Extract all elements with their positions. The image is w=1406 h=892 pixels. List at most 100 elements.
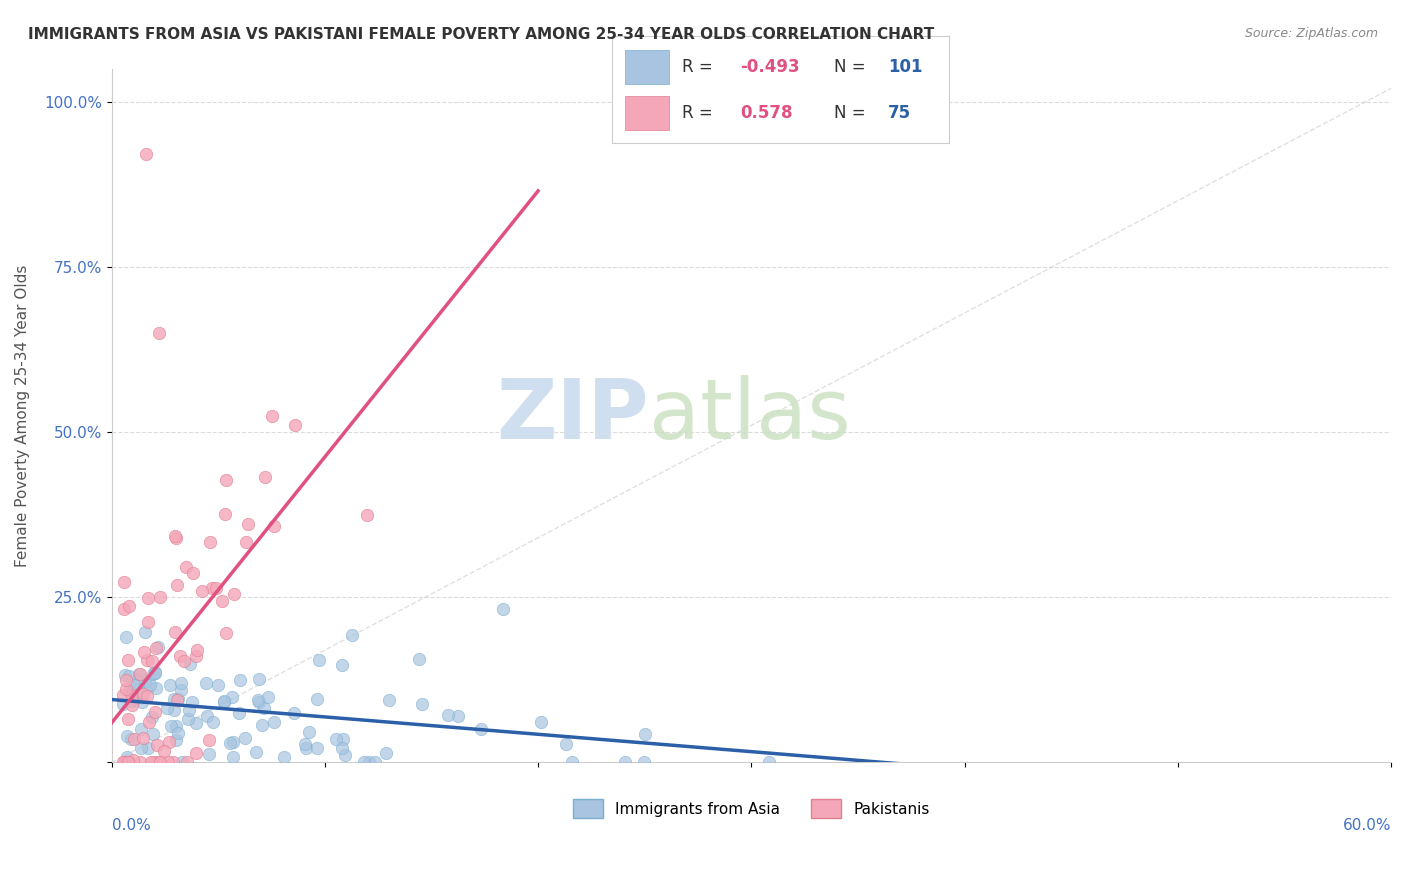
Point [145,681,167,696]
Point [408,652,430,666]
Point [437,708,460,723]
Point [247,694,270,708]
Point [118,599,141,613]
Point [614,756,637,770]
Point [120,732,142,747]
Point [228,706,250,720]
Point [332,740,354,755]
Point [118,668,141,682]
Point [156,756,179,770]
Point [173,654,195,668]
Point [127,673,149,687]
Point [186,746,208,760]
Point [131,695,153,709]
Point [115,750,138,764]
Point [174,560,197,574]
Point [165,531,187,545]
Point [170,676,193,690]
Point [132,687,155,701]
Point [138,591,160,605]
Point [214,508,236,522]
Point [340,627,363,641]
Point [134,645,156,659]
Point [114,602,136,616]
Point [333,747,356,762]
Point [263,715,285,730]
Point [167,692,190,706]
Point [172,756,194,770]
Point [112,756,135,770]
Point [121,688,143,702]
Point [129,723,152,737]
Point [136,689,159,703]
Point [125,681,148,696]
Point [634,727,657,741]
Point [132,731,155,746]
Point [143,705,166,719]
Point [308,653,330,667]
Point [159,678,181,692]
Point [236,516,259,531]
Point [307,692,329,706]
Point [163,624,186,639]
Point [162,756,184,770]
Point [357,756,380,770]
Point [165,733,187,747]
Point [141,710,163,724]
Point [250,718,273,732]
Point [117,713,139,727]
Point [143,665,166,679]
Text: N =: N = [834,58,872,76]
Point [191,583,214,598]
Text: IMMIGRANTS FROM ASIA VS PAKISTANI FEMALE POVERTY AMONG 25-34 YEAR OLDS CORRELATI: IMMIGRANTS FROM ASIA VS PAKISTANI FEMALE… [28,27,935,42]
Point [555,737,578,751]
Point [356,508,378,522]
Point [332,732,354,747]
Point [221,690,243,704]
Point [145,738,167,752]
Point [245,745,267,759]
Point [121,753,143,767]
Point [295,741,318,756]
Point [129,740,152,755]
Point [163,692,186,706]
Point [353,756,375,770]
Bar [626,95,669,130]
Point [143,666,166,681]
Bar [626,50,669,84]
Point [117,729,139,743]
Point [211,593,233,607]
Point [363,755,385,769]
Point [136,653,159,667]
Point [186,643,208,657]
Text: R =: R = [682,103,718,121]
Point [117,756,139,770]
Point [378,693,401,707]
Point [114,756,136,770]
Point [166,578,188,592]
Point [219,736,242,750]
Point [273,750,295,764]
Point [447,709,470,723]
Point [224,587,246,601]
Point [115,756,138,770]
Point [221,749,243,764]
Point [156,701,179,715]
Point [115,681,138,696]
Point [114,756,136,770]
Point [204,581,226,595]
Point [166,718,188,732]
Point [122,693,145,707]
Point [176,756,198,770]
Point [138,714,160,729]
Point [194,675,217,690]
Point [249,672,271,686]
Point [198,534,221,549]
Text: 0.578: 0.578 [740,103,793,121]
Text: 75: 75 [889,103,911,121]
Point [121,694,143,708]
Point [139,756,162,770]
Point [253,470,276,484]
Point [148,590,170,604]
Point [325,731,347,746]
